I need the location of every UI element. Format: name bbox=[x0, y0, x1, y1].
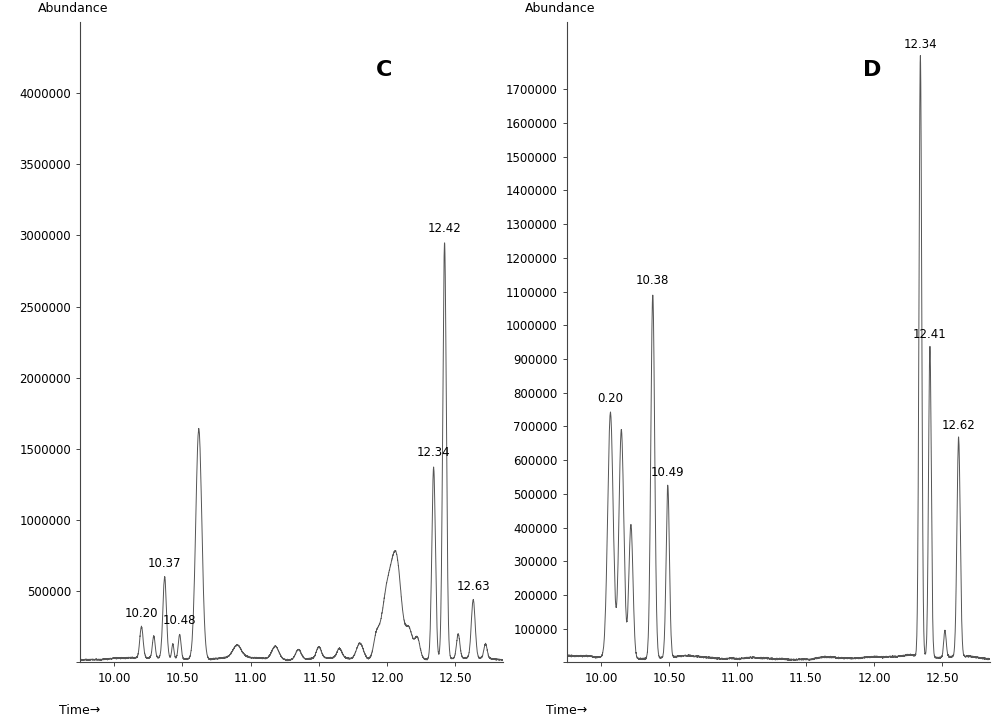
Text: 12.42: 12.42 bbox=[428, 222, 461, 235]
Text: 12.34: 12.34 bbox=[417, 446, 450, 459]
Text: 10.38: 10.38 bbox=[636, 274, 669, 287]
Text: Abundance: Abundance bbox=[524, 2, 595, 15]
Text: 0.20: 0.20 bbox=[597, 392, 623, 405]
Text: 10.49: 10.49 bbox=[651, 466, 685, 479]
Text: 12.34: 12.34 bbox=[904, 38, 937, 51]
Text: D: D bbox=[863, 60, 881, 80]
Text: Time→: Time→ bbox=[59, 704, 100, 717]
Text: C: C bbox=[376, 60, 393, 80]
Text: Abundance: Abundance bbox=[38, 2, 108, 15]
Text: 12.63: 12.63 bbox=[456, 579, 490, 593]
Text: 12.41: 12.41 bbox=[913, 328, 947, 341]
Text: 10.48: 10.48 bbox=[163, 614, 196, 627]
Text: 12.62: 12.62 bbox=[942, 419, 975, 432]
Text: Time→: Time→ bbox=[546, 704, 587, 717]
Text: 10.20: 10.20 bbox=[125, 606, 158, 620]
Text: 10.37: 10.37 bbox=[148, 557, 181, 570]
